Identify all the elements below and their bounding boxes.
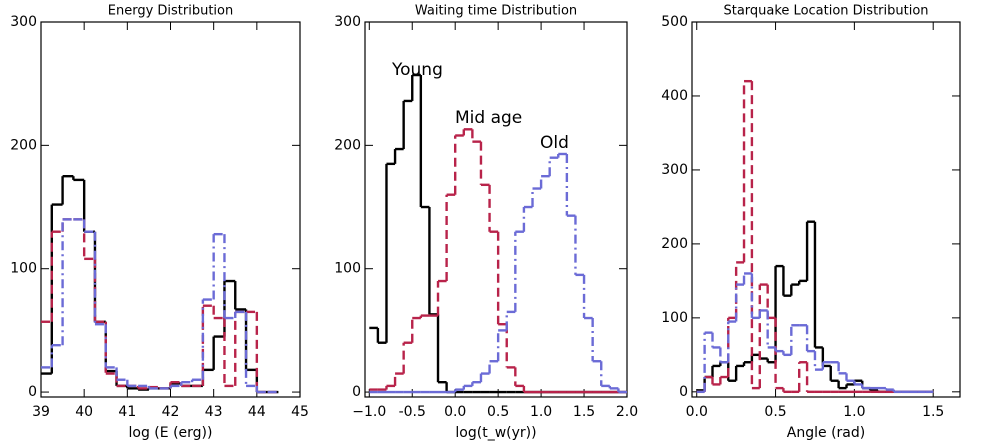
y-tick-label: 500 (661, 14, 688, 30)
x-tick-label: 45 (291, 404, 309, 420)
series-label: Young (391, 60, 443, 80)
y-tick-label: 400 (661, 88, 688, 104)
panel-title: Waiting time Distribution (415, 4, 577, 19)
y-tick-label: 100 (661, 310, 688, 326)
x-tick-label: 2.0 (616, 404, 638, 420)
y-tick-label: 300 (661, 162, 688, 178)
y-tick-label: 200 (661, 236, 688, 252)
y-tick-label: 0 (679, 384, 688, 400)
plot-frame (40, 21, 301, 398)
x-tick-label: 0.5 (487, 404, 509, 420)
x-tick-label: 1.5 (922, 404, 944, 420)
series-label: Mid age (455, 108, 522, 128)
y-tick-label: 100 (10, 261, 37, 277)
x-tick-label: 42 (162, 404, 180, 420)
x-tick-label: 44 (248, 404, 266, 420)
y-tick-label: 0 (352, 384, 361, 400)
x-tick-label: 41 (118, 404, 136, 420)
x-tick-label: 1.5 (573, 404, 595, 420)
plot-frame (691, 21, 961, 398)
x-axis-label: log (E (erg)) (129, 425, 213, 441)
plot-frame (364, 21, 628, 398)
panel-title: Starquake Location Distribution (723, 4, 928, 19)
x-tick-label: 0.0 (686, 404, 708, 420)
x-tick-label: 0.0 (444, 404, 466, 420)
series-label: Old (540, 133, 569, 153)
y-tick-label: 300 (334, 14, 361, 30)
x-tick-label: 1.0 (530, 404, 552, 420)
x-tick-label: 40 (75, 404, 93, 420)
y-tick-label: 200 (10, 137, 37, 153)
x-tick-label: 0.5 (764, 404, 786, 420)
x-tick-label: 1.0 (843, 404, 865, 420)
y-tick-label: 300 (10, 14, 37, 30)
x-tick-label: 43 (205, 404, 223, 420)
x-tick-label: -0.5 (399, 404, 426, 420)
x-axis-label: log(t_w(yr)) (455, 425, 536, 441)
y-tick-label: 0 (28, 384, 37, 400)
x-tick-label: −1.0 (352, 404, 386, 420)
x-axis-label: Angle (rad) (787, 425, 865, 441)
y-tick-label: 200 (334, 137, 361, 153)
x-tick-label: 39 (32, 404, 50, 420)
panel-title: Energy Distribution (108, 4, 234, 19)
y-tick-label: 100 (334, 261, 361, 277)
